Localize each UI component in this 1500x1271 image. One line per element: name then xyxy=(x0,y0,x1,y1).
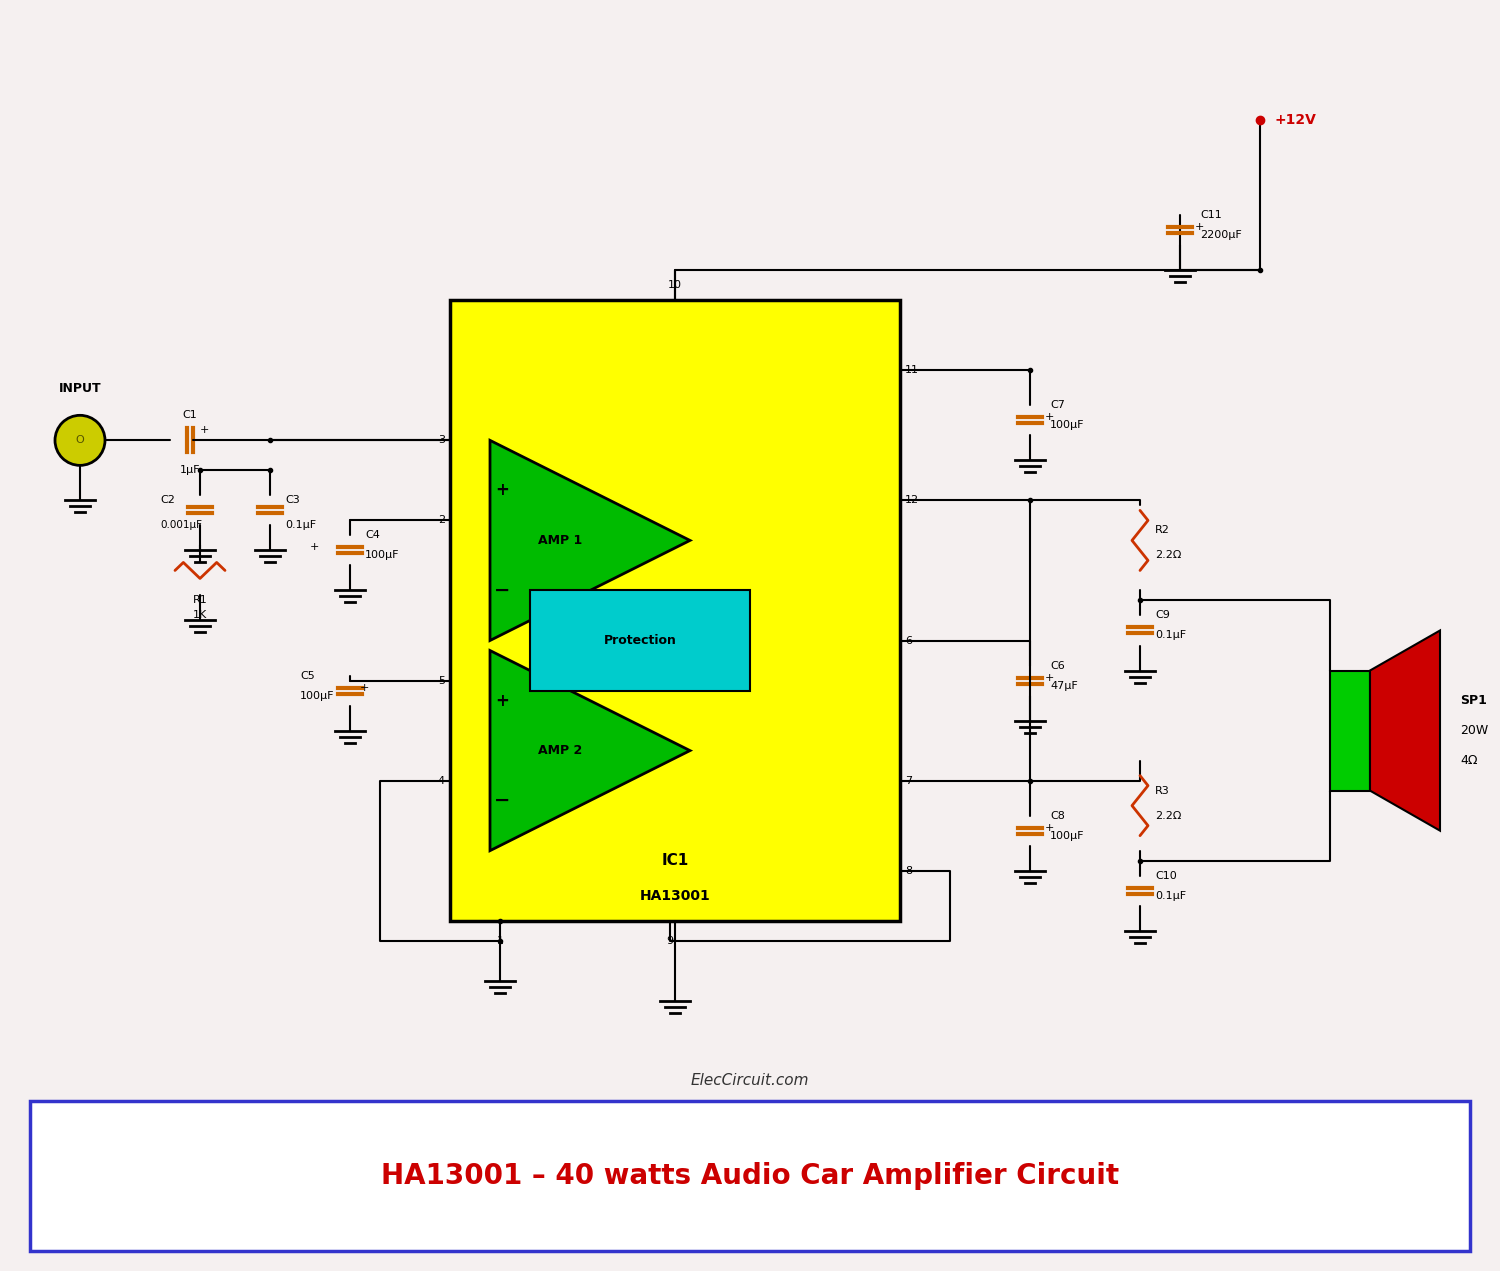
Text: C6: C6 xyxy=(1050,661,1065,671)
Text: 47μF: 47μF xyxy=(1050,680,1077,690)
Text: C11: C11 xyxy=(1200,210,1221,220)
Text: C3: C3 xyxy=(285,496,300,506)
Text: 2: 2 xyxy=(438,516,446,525)
Text: 11: 11 xyxy=(904,365,920,375)
Text: Protection: Protection xyxy=(603,634,676,647)
Text: +: + xyxy=(310,543,320,553)
Text: 9: 9 xyxy=(666,935,674,946)
Text: C9: C9 xyxy=(1155,610,1170,620)
Text: R1: R1 xyxy=(192,596,207,605)
Text: 0.1μF: 0.1μF xyxy=(1155,891,1186,901)
Text: +: + xyxy=(1046,822,1054,833)
FancyBboxPatch shape xyxy=(1330,671,1370,791)
FancyBboxPatch shape xyxy=(530,591,750,690)
Polygon shape xyxy=(490,440,690,641)
Text: HA13001: HA13001 xyxy=(639,888,711,902)
Text: C7: C7 xyxy=(1050,400,1065,411)
Text: AMP 2: AMP 2 xyxy=(538,744,582,758)
Circle shape xyxy=(56,416,105,465)
Polygon shape xyxy=(490,651,690,850)
Text: +12V: +12V xyxy=(1275,113,1317,127)
Text: 8: 8 xyxy=(904,866,912,876)
Text: 5: 5 xyxy=(438,675,446,685)
Text: 0.1μF: 0.1μF xyxy=(1155,630,1186,641)
Text: 2.2Ω: 2.2Ω xyxy=(1155,811,1182,821)
Text: C8: C8 xyxy=(1050,811,1065,821)
Text: 1K: 1K xyxy=(194,610,207,620)
Text: HA13001 – 40 watts Audio Car Amplifier Circuit: HA13001 – 40 watts Audio Car Amplifier C… xyxy=(381,1162,1119,1190)
Text: +: + xyxy=(495,691,508,709)
Text: 7: 7 xyxy=(904,775,912,785)
Text: ElecCircuit.com: ElecCircuit.com xyxy=(690,1073,810,1088)
Text: INPUT: INPUT xyxy=(58,383,102,395)
Text: −: − xyxy=(494,791,510,810)
Text: R3: R3 xyxy=(1155,785,1170,796)
Text: R2: R2 xyxy=(1155,525,1170,535)
Text: O: O xyxy=(75,436,84,445)
Text: 100μF: 100μF xyxy=(1050,831,1084,840)
Text: C10: C10 xyxy=(1155,871,1176,881)
Text: 100μF: 100μF xyxy=(1050,421,1084,431)
Text: 3: 3 xyxy=(438,436,446,445)
Text: 4Ω: 4Ω xyxy=(1460,754,1478,768)
Text: C4: C4 xyxy=(364,530,380,540)
Polygon shape xyxy=(1370,630,1440,831)
Text: −: − xyxy=(494,581,510,600)
Text: +: + xyxy=(200,426,210,436)
Text: 0.1μF: 0.1μF xyxy=(285,520,316,530)
Text: 20W: 20W xyxy=(1460,724,1488,737)
Text: 100μF: 100μF xyxy=(300,690,334,700)
Text: 4: 4 xyxy=(438,775,446,785)
Text: 12: 12 xyxy=(904,496,920,506)
FancyBboxPatch shape xyxy=(450,300,900,920)
Text: 1μF: 1μF xyxy=(180,465,201,475)
Text: +: + xyxy=(495,482,508,500)
Text: +: + xyxy=(1046,412,1054,422)
Text: 6: 6 xyxy=(904,636,912,646)
Text: +: + xyxy=(1046,672,1054,683)
FancyBboxPatch shape xyxy=(30,1101,1470,1251)
Text: C5: C5 xyxy=(300,671,315,680)
Text: 2200μF: 2200μF xyxy=(1200,230,1242,240)
Text: 1: 1 xyxy=(496,935,504,946)
Text: 2.2Ω: 2.2Ω xyxy=(1155,550,1182,561)
Text: 0.001μF: 0.001μF xyxy=(160,520,202,530)
Text: 10: 10 xyxy=(668,280,682,290)
Text: C1: C1 xyxy=(183,411,198,421)
Text: +: + xyxy=(360,683,369,693)
Text: AMP 1: AMP 1 xyxy=(538,534,582,547)
Text: C2: C2 xyxy=(160,496,176,506)
Text: +: + xyxy=(1196,222,1204,233)
Text: 100μF: 100μF xyxy=(364,550,399,561)
Text: IC1: IC1 xyxy=(662,853,688,868)
Text: SP1: SP1 xyxy=(1460,694,1486,707)
